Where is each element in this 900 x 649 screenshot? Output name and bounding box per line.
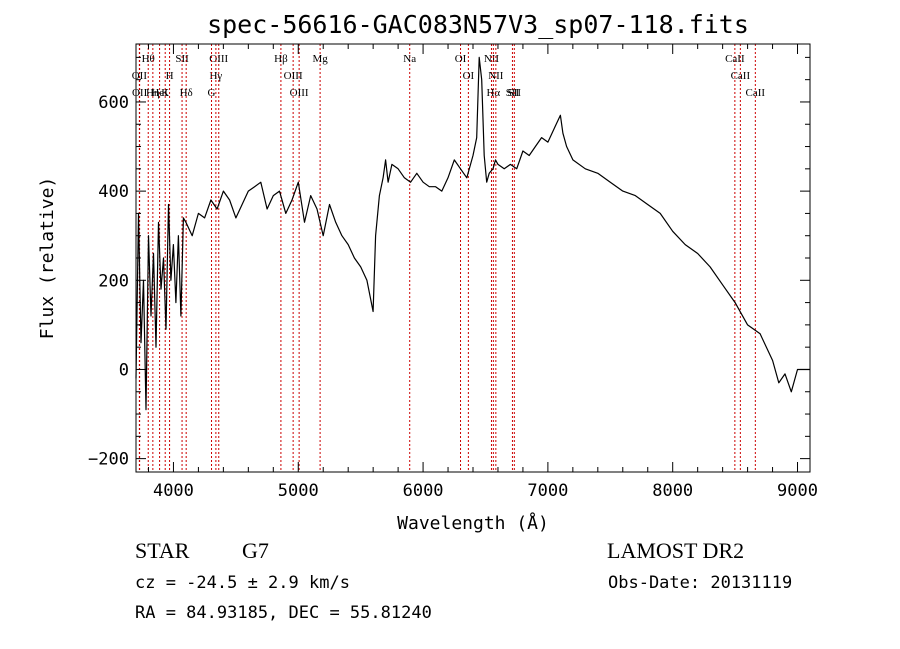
obs-date-text: Obs-Date: 20131119 [608,573,793,593]
x-tick-label: 8000 [652,481,693,501]
chart-title: spec-56616-GAC083N57V3_sp07-118.fits [207,10,749,39]
spectral-line-label: Hγ [209,70,222,82]
spectral-line-label: CaII [731,70,751,82]
spectrum-line [135,56,810,411]
spectral-line-label: SII [175,53,189,65]
y-tick-label: 400 [98,182,129,202]
spectral-line-label: Hα [486,87,500,99]
y-tick-label: 600 [98,93,129,113]
spectral-line-label: Hδ [180,87,193,99]
y-tick-label: 0 [119,360,129,380]
spectral-line-label: OI [455,53,467,65]
x-tick-label: 5000 [278,481,319,501]
x-tick-label: 6000 [403,481,444,501]
spectral-line-label: K [161,87,169,99]
x-axis-label: Wavelength (Å) [397,512,549,534]
y-tick-label: 200 [98,271,129,291]
spectral-line-label: OIII [209,53,228,65]
spectral-line-label: CaII [725,53,745,65]
spectral-line-label: H [166,70,174,82]
spectral-line-label: HeI [151,87,168,99]
y-axis-label: Flux (relative) [37,177,58,340]
spectral-line-label: OIII [284,70,303,82]
spectral-line-label: NII [484,53,500,65]
coordinates-text: RA = 84.93185, DEC = 55.81240 [135,603,432,623]
spectral-line-label: Hη [146,87,160,99]
spectral-line-label: Mg [312,53,328,65]
spectral-line-label: OI [463,70,475,82]
object-class: STAR [135,538,190,563]
x-tick-label: 7000 [527,481,568,501]
survey-name: LAMOST DR2 [607,538,745,563]
spectral-line-label: Hθ [142,53,155,65]
spectral-line-label: NII [488,70,504,82]
x-tick-label: 9000 [777,481,818,501]
spectral-line-label: OIII [290,87,309,99]
spectral-line-label: Na [403,53,416,65]
plot-frame [135,43,811,473]
spectral-line-label: G [208,87,216,99]
redshift-text: cz = -24.5 ± 2.9 km/s [135,573,350,593]
spectral-line-label: SII [506,87,520,99]
spectral-line-label: CaII [746,87,766,99]
x-tick-label: 4000 [153,481,194,501]
object-subclass: G7 [242,538,269,563]
spectral-line-label: SII [508,87,522,99]
y-tick-label: −200 [88,450,129,470]
spectral-line-label: Hβ [274,53,288,65]
